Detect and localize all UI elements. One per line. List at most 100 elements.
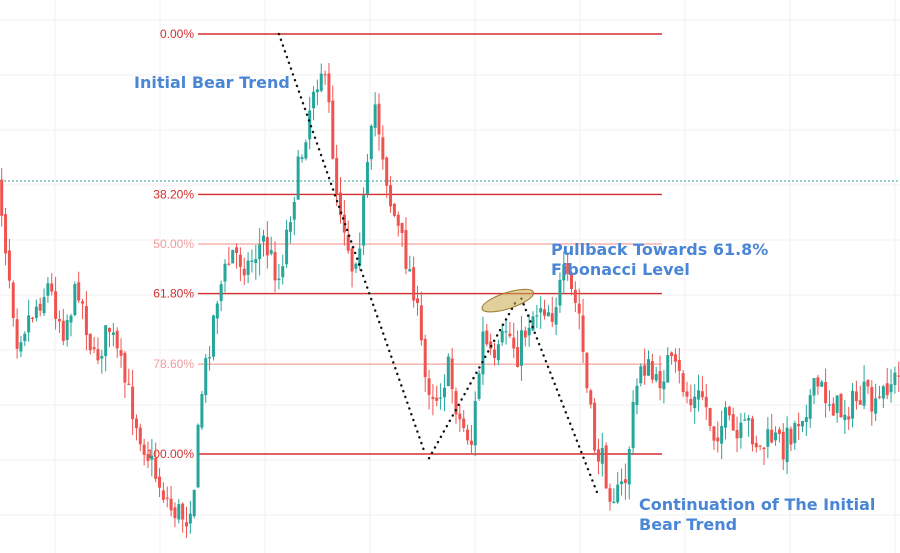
candle-body xyxy=(481,331,485,375)
candle-body xyxy=(816,377,820,387)
candle-body xyxy=(535,315,539,317)
candle-body xyxy=(204,358,208,396)
candle-body xyxy=(620,481,624,485)
candle-body xyxy=(727,406,731,416)
candle-body xyxy=(562,264,566,281)
fib-level-label: 0.00% xyxy=(160,27,194,41)
candle-body xyxy=(820,381,824,387)
candle-body xyxy=(608,488,612,502)
candle-body xyxy=(54,291,58,319)
candle-body xyxy=(570,272,573,290)
candle-body xyxy=(46,283,50,296)
candle-body xyxy=(612,501,616,504)
candle-body xyxy=(639,366,643,384)
candle-body xyxy=(812,378,816,396)
candle-body xyxy=(408,269,412,272)
candle-body xyxy=(700,391,704,398)
candle-body xyxy=(73,284,77,316)
candle-body xyxy=(50,283,54,292)
candle-body xyxy=(889,384,893,393)
candle-body xyxy=(15,319,19,349)
candle-body xyxy=(477,373,481,399)
candle-body xyxy=(473,400,477,446)
candle-body xyxy=(319,73,323,91)
candle-body xyxy=(554,307,558,325)
candle-body xyxy=(188,513,192,524)
candle-body xyxy=(281,266,285,278)
candle-body xyxy=(350,248,354,272)
candle-body xyxy=(516,347,520,367)
trend-lines xyxy=(277,32,600,498)
candle-body xyxy=(423,338,427,378)
candle-body xyxy=(847,416,851,420)
candle-body xyxy=(292,201,296,220)
candle-body xyxy=(878,396,881,398)
candle-body xyxy=(115,330,119,349)
candle-body xyxy=(0,179,4,216)
candle-body xyxy=(635,385,639,406)
candle-body xyxy=(400,222,404,233)
candle-body xyxy=(442,387,446,398)
candle-body xyxy=(4,214,8,254)
candle-body xyxy=(650,361,654,380)
candle-body xyxy=(839,393,843,418)
candle-body xyxy=(65,320,69,340)
candle-body xyxy=(581,315,585,353)
candle-body xyxy=(169,498,173,511)
candle-body xyxy=(246,260,250,275)
candle-body xyxy=(38,303,42,311)
candle-body xyxy=(385,157,389,186)
candle-body xyxy=(666,354,670,383)
candle-body xyxy=(543,309,547,316)
candle-body xyxy=(874,398,878,414)
candle-body xyxy=(27,315,31,333)
candle-body xyxy=(589,390,593,405)
candle-body xyxy=(104,325,108,356)
fib-levels: 0.00% 38.20% 50.00% 61.80% 78.60% 100.00% xyxy=(147,27,662,461)
candle-body xyxy=(466,429,470,441)
annotation-continuation-line-0: Continuation of The Initial xyxy=(639,495,875,514)
candle-body xyxy=(192,489,196,517)
candle-body xyxy=(793,423,797,444)
candle-body xyxy=(446,356,450,387)
candle-body xyxy=(123,352,127,383)
candle-body xyxy=(404,230,408,269)
candle-body xyxy=(57,319,61,322)
candle-body xyxy=(527,327,531,336)
candle-body xyxy=(508,333,512,337)
annotation-pullback-line-0: Pullback Towards 61.8% xyxy=(551,240,768,259)
candle-body xyxy=(150,455,154,460)
candle-body xyxy=(462,418,466,428)
candle-body xyxy=(658,371,662,389)
candle-body xyxy=(127,383,131,385)
candle-body xyxy=(211,315,215,357)
candle-body xyxy=(531,316,535,331)
candle-body xyxy=(870,387,874,412)
candle-body xyxy=(250,260,254,262)
candle-body xyxy=(242,268,246,276)
candle-body xyxy=(685,391,689,397)
candle-body xyxy=(308,110,312,140)
candle-body xyxy=(154,457,158,479)
candle-body xyxy=(469,440,473,445)
candle-body xyxy=(119,350,123,356)
candle-body xyxy=(11,282,15,319)
candle-body xyxy=(265,237,269,256)
candle-body xyxy=(231,249,235,264)
candle-body xyxy=(134,418,138,429)
candle-body xyxy=(273,251,277,281)
candle-body xyxy=(254,259,258,264)
candle-body xyxy=(300,157,304,160)
candle-body xyxy=(519,330,523,366)
candle-body xyxy=(504,331,508,333)
candle-body xyxy=(200,394,204,428)
candle-body xyxy=(681,373,685,393)
candle-body xyxy=(604,445,608,489)
candle-body xyxy=(593,402,597,451)
candle-body xyxy=(851,390,855,419)
candle-body xyxy=(31,317,34,319)
candle-body xyxy=(389,185,393,207)
candle-body xyxy=(804,417,808,423)
candle-body xyxy=(546,312,550,317)
candle-body xyxy=(92,347,96,350)
